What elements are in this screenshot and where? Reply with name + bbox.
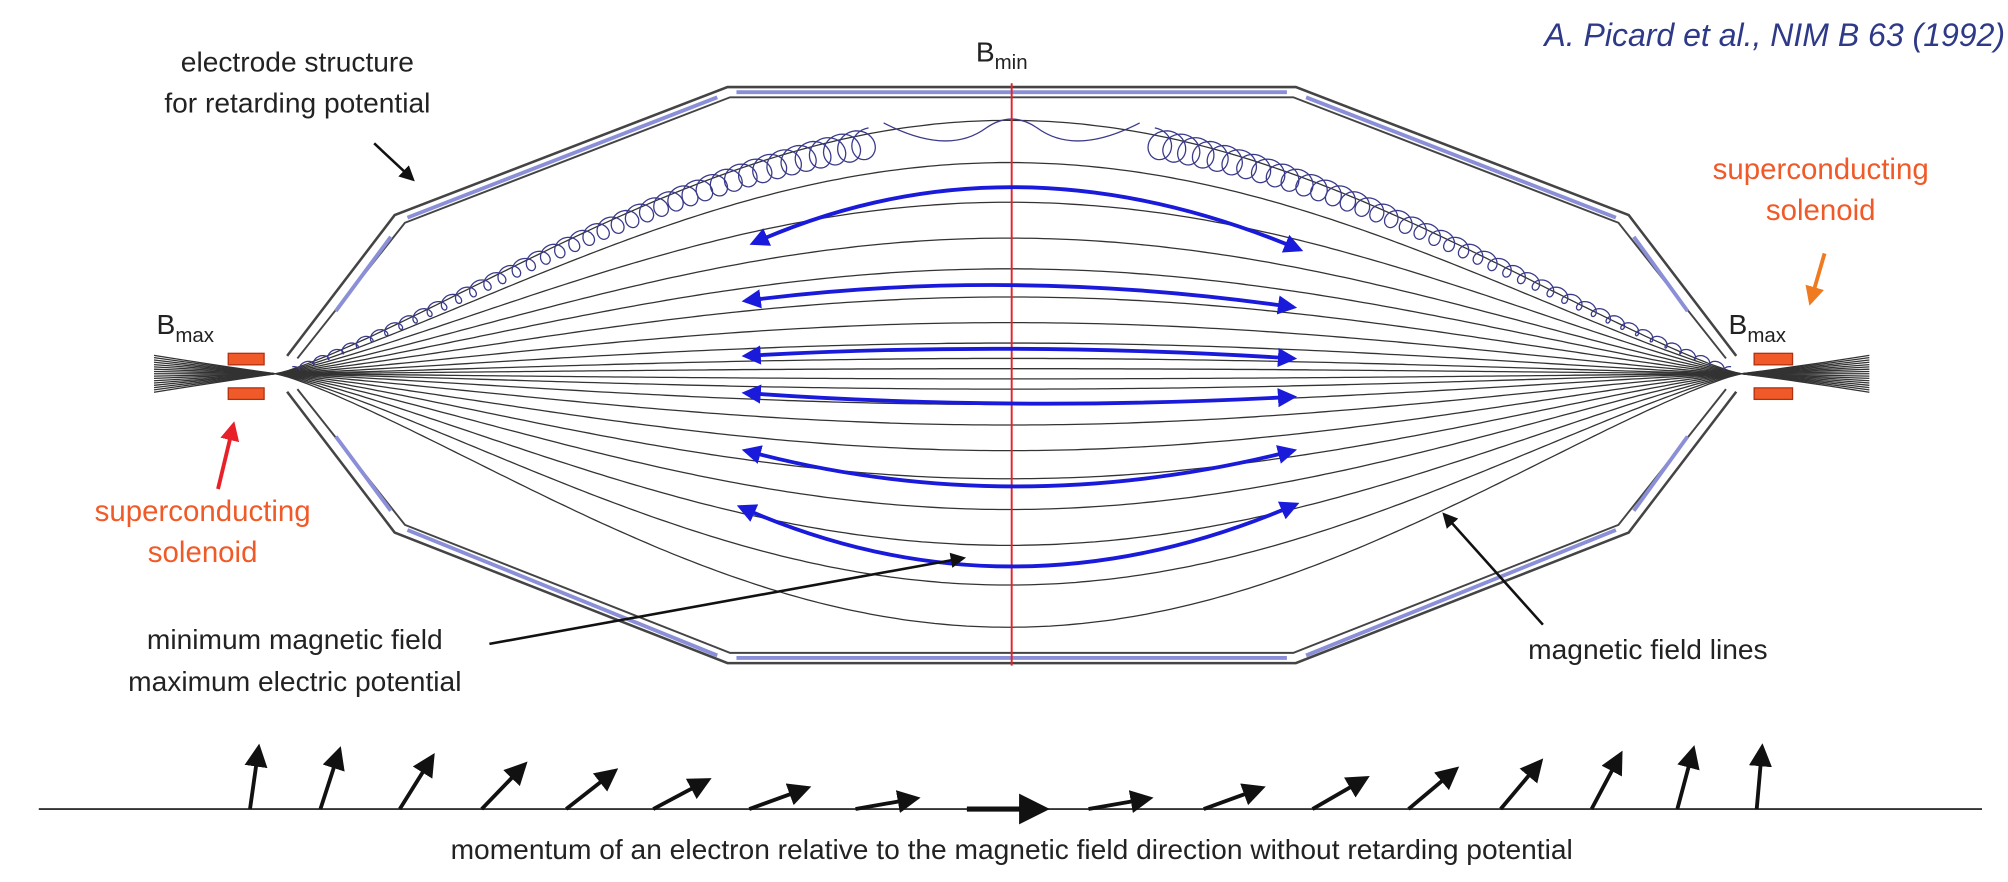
momentum-arrow	[748, 783, 812, 811]
momentum-arrows	[244, 743, 1772, 825]
field-line	[275, 373, 1742, 546]
field-line	[275, 119, 1742, 375]
momentum-arrow	[1203, 783, 1266, 811]
momentum-arrow	[480, 761, 528, 811]
field-line	[153, 373, 276, 393]
electron-path	[1147, 127, 1732, 371]
label: superconducting	[1713, 153, 1929, 186]
momentum-arrow	[565, 768, 619, 811]
momentum-arrow	[1088, 790, 1154, 813]
b-max: Bmax	[157, 309, 215, 347]
label: solenoid	[1766, 194, 1876, 227]
solenoids	[227, 352, 1794, 401]
momentum-arrow	[244, 743, 268, 810]
label: superconducting	[95, 495, 311, 528]
momentum-arrow	[1499, 758, 1544, 811]
momentum-arrow	[318, 746, 345, 810]
momentum-arrow	[1589, 750, 1623, 810]
pointers	[216, 142, 1827, 646]
field-line	[275, 161, 1742, 375]
momentum-arrow	[1407, 766, 1460, 811]
label: for retarding potential	[164, 88, 430, 119]
field-line	[275, 368, 1742, 375]
field-line	[275, 373, 1742, 426]
b-max: Bmax	[1729, 309, 1787, 347]
field-line	[1741, 373, 1870, 393]
field-line	[275, 201, 1742, 375]
field-line	[275, 373, 1742, 586]
label: minimum magnetic field	[147, 624, 443, 655]
momentum-arrow	[398, 753, 435, 811]
field-line	[275, 373, 1742, 380]
field-line	[275, 373, 1742, 628]
momentum-arrow	[1675, 745, 1700, 810]
momentum-arrow	[652, 778, 712, 811]
b-min: Bmin	[976, 36, 1028, 74]
momentum-arrow	[1311, 776, 1370, 811]
field-line	[275, 321, 1742, 375]
momentum-arrow	[855, 790, 921, 813]
label: magnetic field lines	[1528, 634, 1767, 665]
blue-arrows	[736, 185, 1304, 569]
field-line	[275, 342, 1742, 375]
momentum-arrow	[1748, 743, 1772, 810]
caption: momentum of an electron relative to the …	[451, 834, 1573, 865]
label: maximum electric potential	[128, 666, 461, 697]
field-line	[275, 373, 1742, 480]
label: solenoid	[148, 536, 258, 569]
label: electrode structure	[181, 47, 414, 78]
citation: A. Picard et al., NIM B 63 (1992)	[1542, 17, 2005, 53]
field-line	[275, 268, 1742, 375]
electron-path	[292, 127, 876, 371]
